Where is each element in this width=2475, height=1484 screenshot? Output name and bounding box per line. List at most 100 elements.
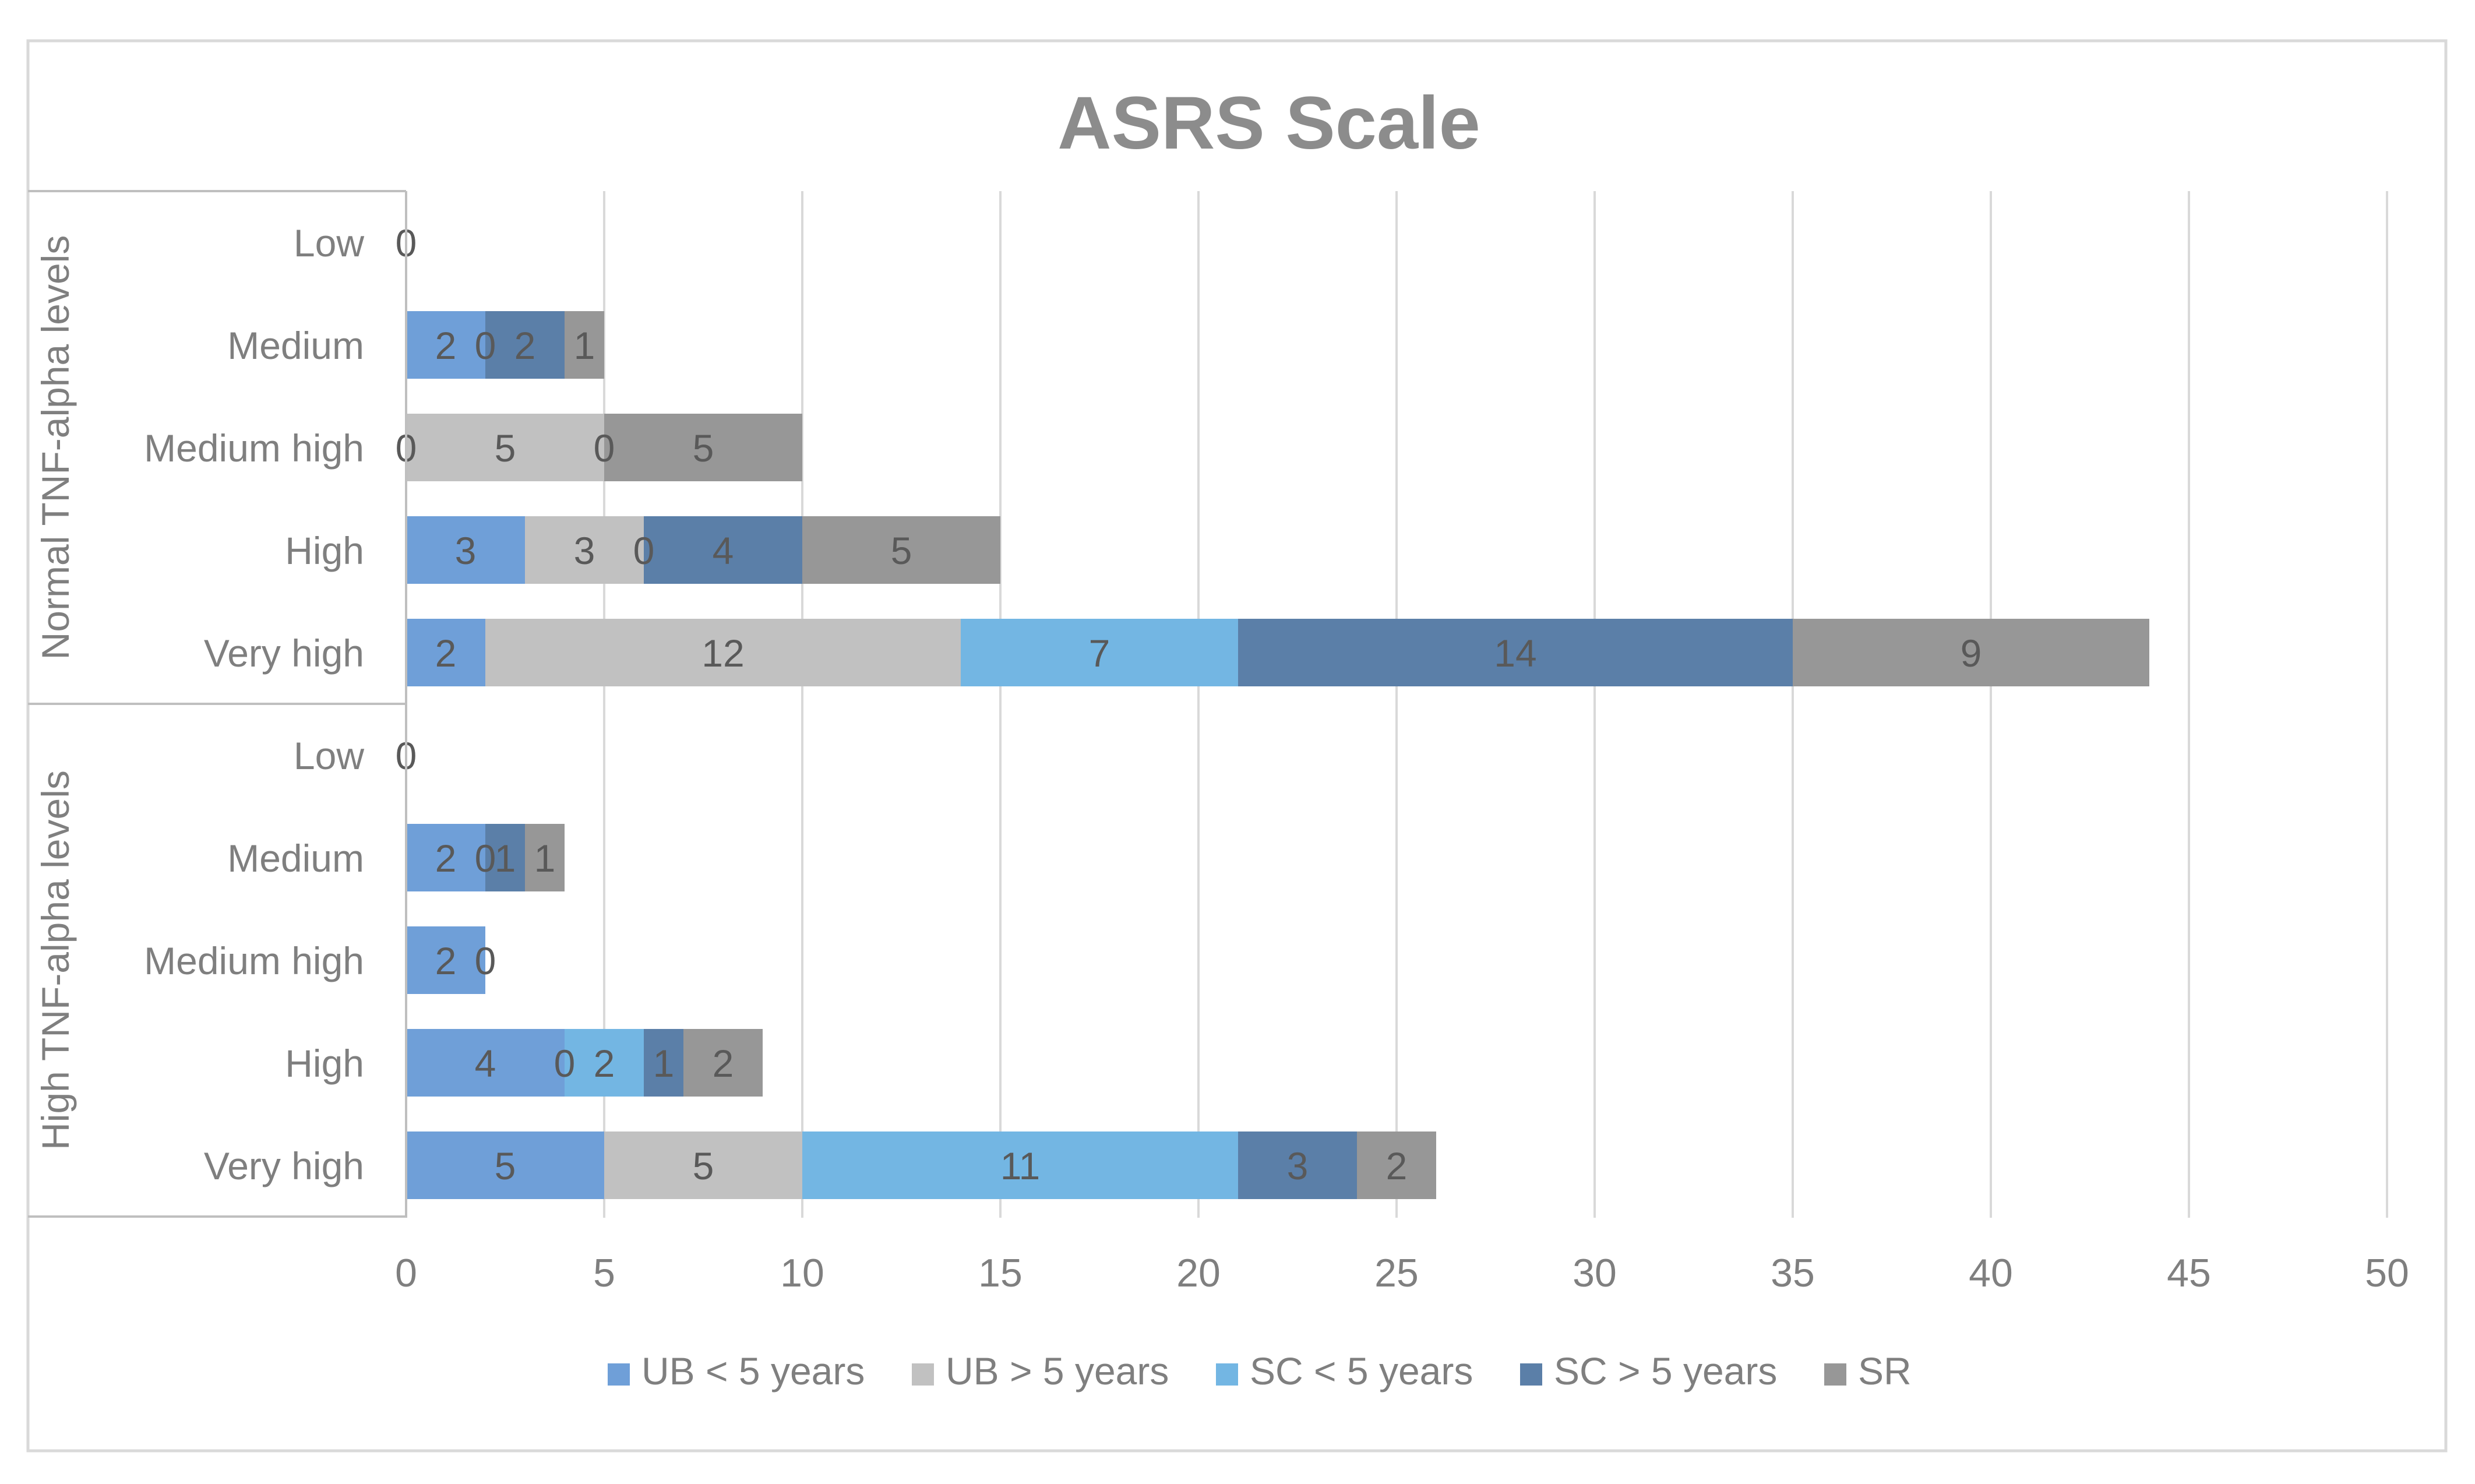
data-label: 12 [701, 632, 744, 675]
legend-swatch [608, 1363, 630, 1386]
category-label: Low [294, 734, 364, 777]
legend-label: SC > 5 years [1554, 1349, 1777, 1393]
grid-layer [603, 191, 2388, 1218]
legend-swatch [1216, 1363, 1238, 1386]
data-label: 0 [475, 939, 496, 982]
category-label: Medium high [144, 939, 364, 982]
data-label: 2 [1386, 1144, 1408, 1187]
bar-segment [406, 824, 485, 891]
data-label: 0 [633, 529, 655, 572]
legend-label: SC < 5 years [1250, 1349, 1473, 1393]
legend-label: UB > 5 years [946, 1349, 1169, 1393]
data-label: 1 [653, 1042, 675, 1085]
data-label: 2 [435, 939, 457, 982]
legend-label: UB < 5 years [641, 1349, 865, 1393]
category-label: High [285, 1042, 364, 1085]
bar-segment [485, 311, 565, 379]
data-label: 0 [475, 324, 496, 367]
label-layer: 02 0 2 10 5 0 53 3 0 4 52 12 7 14 902 01 12 04 0 2 1 25 5 11 3 2 [396, 221, 1982, 1187]
category-label: Medium [227, 324, 364, 367]
bar-segment [604, 1131, 802, 1199]
bar-segment [1357, 1131, 1436, 1199]
data-label: 3 [455, 529, 477, 572]
bar-segment [1238, 619, 1793, 686]
data-label: 2 [514, 324, 536, 367]
data-label: 5 [693, 1144, 714, 1187]
category-label: High [285, 529, 364, 572]
category-label: Low [294, 221, 364, 265]
legend-swatch [1824, 1363, 1846, 1386]
bar-segment [485, 824, 525, 891]
category-label: Medium high [144, 426, 364, 470]
chart-frame [26, 39, 2448, 1453]
x-tick-label: 0 [395, 1251, 417, 1295]
bar-segment [802, 516, 1000, 584]
bar-segment [406, 1131, 604, 1199]
legend-swatch [912, 1363, 934, 1386]
legend-swatch [1520, 1363, 1542, 1386]
data-label: 0 [475, 837, 496, 880]
bar-layer [406, 311, 2149, 1199]
bar-segment [565, 311, 604, 379]
data-label: 2 [713, 1042, 734, 1085]
x-tick-label: 40 [1969, 1251, 2013, 1295]
bar-segment [406, 311, 485, 379]
data-label: 0 [554, 1042, 576, 1085]
data-label: 0 [594, 426, 615, 470]
data-label: 4 [713, 529, 734, 572]
data-label: 5 [495, 1144, 516, 1187]
data-label: 3 [1287, 1144, 1309, 1187]
x-tick-label: 30 [1573, 1251, 1617, 1295]
bar-segment [802, 1131, 1238, 1199]
data-label: 9 [1961, 632, 1982, 675]
category-label: Very high [204, 632, 364, 675]
data-label: 7 [1089, 632, 1110, 675]
legend-label: SR [1858, 1349, 1912, 1393]
bar-segment [406, 516, 525, 584]
x-tick-label: 25 [1374, 1251, 1419, 1295]
data-label: 2 [435, 632, 457, 675]
bar-segment [1793, 619, 2149, 686]
data-label: 14 [1494, 632, 1536, 675]
bar-segment [565, 1029, 644, 1097]
x-tick-label: 15 [978, 1251, 1023, 1295]
bar-segment [644, 516, 802, 584]
data-label: 1 [574, 324, 595, 367]
data-label: 2 [435, 324, 457, 367]
bar-segment [485, 619, 961, 686]
bar-segment [406, 926, 485, 994]
data-label: 5 [495, 426, 516, 470]
x-tick-label: 45 [2167, 1251, 2211, 1295]
x-tick-label: 10 [780, 1251, 824, 1295]
group-layer: Normal TNF-alpha levels High TNF-alpha le… [28, 190, 406, 1218]
data-label: 2 [594, 1042, 615, 1085]
x-tick-label: 20 [1176, 1251, 1221, 1295]
bar-segment [525, 824, 565, 891]
bar-segment [961, 619, 1238, 686]
bar-segment [406, 619, 485, 686]
x-tick-label: 35 [1771, 1251, 1815, 1295]
chart-title: ASRS Scale [1057, 82, 1480, 165]
data-label: 5 [693, 426, 714, 470]
data-label: 2 [435, 837, 457, 880]
group-label: Normal TNF-alpha levels [34, 235, 77, 660]
data-label: 11 [1000, 1144, 1041, 1187]
data-label: 1 [495, 837, 516, 880]
bar-segment [406, 1029, 565, 1097]
data-label: 4 [475, 1042, 496, 1085]
bar-segment [604, 414, 802, 481]
legend: UB < 5 years UB > 5 years SC < 5 years SC >… [608, 1349, 1912, 1393]
x-tick-label: 50 [2365, 1251, 2409, 1295]
data-label: 5 [891, 529, 912, 572]
bar-segment [644, 1029, 683, 1097]
bar-segment [1238, 1131, 1357, 1199]
category-label: Very high [204, 1144, 364, 1187]
bar-segment [525, 516, 644, 584]
data-label: 3 [574, 529, 595, 572]
x-tick-label: 5 [593, 1251, 615, 1295]
category-label: Medium [227, 837, 364, 880]
group-label: High TNF-alpha levels [34, 770, 77, 1150]
